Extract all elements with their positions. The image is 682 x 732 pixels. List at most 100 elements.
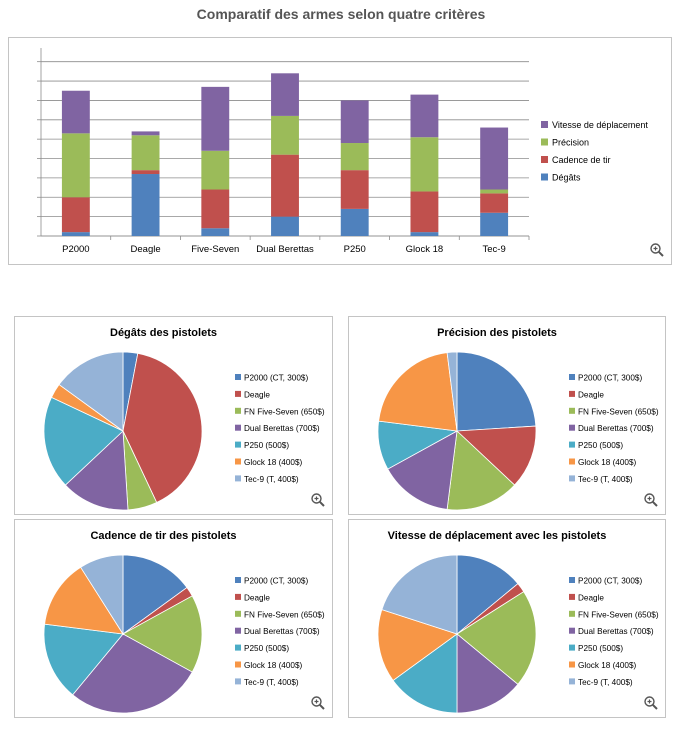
zoom-magnifier-icon[interactable]	[310, 695, 326, 711]
legend-label: P2000 (CT, 300$)	[244, 577, 308, 586]
legend-swatch	[235, 678, 241, 685]
bar-cadence-de-tir-glock-18	[410, 191, 439, 233]
bar-precision-p250	[340, 143, 369, 171]
pie-chart-panel-degats: Dégâts des pistolets P2000 (CT, 300$) Deag…	[14, 316, 333, 515]
legend-label: Deagle	[244, 593, 270, 602]
legend-swatch	[235, 441, 241, 448]
legend-label: Deagle	[244, 390, 270, 399]
legend-swatch	[235, 610, 241, 617]
legend-swatch	[569, 475, 575, 482]
pie-slice-tec-9-t-400	[58, 351, 124, 432]
legend-label: Cadence de tir	[552, 155, 611, 165]
legend-swatch	[569, 627, 575, 634]
bar-cadence-de-tir-tec-9	[480, 193, 509, 213]
legend-label: P2000 (CT, 300$)	[244, 374, 308, 383]
pie-slice-dual-berettas-700	[387, 430, 458, 510]
pie-slice-fn-five-seven-650	[122, 595, 203, 673]
legend-label: Dual Berettas (700$)	[578, 627, 654, 636]
legend-label: Vitesse de déplacement	[552, 120, 648, 130]
legend-swatch	[235, 407, 241, 414]
bar-precision-five-seven	[201, 150, 230, 190]
legend-swatch	[569, 458, 575, 465]
legend-label: FN Five-Seven (650$)	[578, 407, 659, 416]
bar-degats-tec-9	[480, 212, 509, 236]
pie-slice-glock-18-400	[44, 566, 124, 635]
legend-label: Dégâts	[552, 173, 581, 183]
legend-swatch	[235, 390, 241, 397]
legend-swatch	[235, 374, 241, 380]
x-tick-label: P250	[344, 244, 366, 255]
legend-label: Glock 18 (400$)	[578, 458, 637, 467]
pie-slice-tec-9-t-400	[446, 351, 458, 432]
zoom-magnifier-icon[interactable]	[643, 695, 659, 711]
pie-slice-deagle	[456, 425, 537, 486]
legend-swatch	[235, 475, 241, 482]
legend-label: Tec-9 (T, 400$)	[244, 475, 299, 484]
pie-slice-dual-berettas-700	[456, 633, 519, 714]
chart-title: Dégâts des pistolets	[110, 327, 217, 339]
zoom-magnifier-icon[interactable]	[643, 492, 659, 508]
legend-label: P2000 (CT, 300$)	[578, 374, 642, 383]
pie-chart-cadence: Cadence de tir des pistolets P2000 (CT, 3…	[43, 530, 325, 714]
pie-slice-p250-500	[392, 633, 458, 714]
bar-precision-tec-9	[480, 189, 509, 194]
pie-slice-dual-berettas-700	[72, 633, 193, 714]
pie-slice-p2000-ct-300	[456, 351, 537, 432]
bar-cadence-de-tir-dual-berettas	[271, 154, 299, 217]
legend-label: Dual Berettas (700$)	[578, 424, 654, 433]
bar-vitesse-de-deplacement-deagle	[131, 131, 160, 136]
legend-swatch	[235, 593, 241, 600]
legend-swatch	[235, 644, 241, 651]
pie-chart-vitesse: Vitesse de déplacement avec les pistolet…	[377, 530, 659, 714]
legend-swatch	[235, 424, 241, 431]
stacked-bar-chart: P2000 Deagle Five-Seven Dual Berettas P250 Gl…	[37, 48, 648, 255]
legend-swatch	[569, 644, 575, 651]
pie-chart-panel-vitesse: Vitesse de déplacement avec les pistolet…	[348, 519, 666, 718]
legend-label: Glock 18 (400$)	[244, 458, 303, 467]
x-tick-label: P2000	[62, 244, 89, 255]
bar-vitesse-de-deplacement-p250	[340, 100, 369, 144]
zoom-magnifier-icon[interactable]	[310, 492, 326, 508]
pie-slice-p250-500	[43, 623, 124, 696]
pie-chart-degats: Dégâts des pistolets P2000 (CT, 300$) Deag…	[43, 327, 325, 511]
bar-vitesse-de-deplacement-p2000	[61, 90, 90, 134]
pie-slice-tec-9-t-400	[381, 554, 458, 635]
pie-chart-panel-cadence: Cadence de tir des pistolets P2000 (CT, 3…	[14, 519, 333, 718]
pie-slice-dual-berettas-700	[64, 430, 129, 511]
legend-label: FN Five-Seven (650$)	[244, 610, 325, 619]
legend-swatch	[569, 678, 575, 685]
bar-cadence-de-tir-deagle	[131, 170, 160, 175]
chart-title: Vitesse de déplacement avec les pistolet…	[388, 530, 607, 542]
legend-label: P250 (500$)	[578, 644, 623, 653]
legend-label: FN Five-Seven (650$)	[578, 610, 659, 619]
legend-swatch	[235, 661, 241, 668]
pie-slice-deagle	[122, 352, 203, 504]
bar-precision-dual-berettas	[271, 115, 299, 155]
legend-swatch	[569, 593, 575, 600]
pie-slice-fn-five-seven-650	[456, 591, 537, 685]
legend-label: Précision	[552, 138, 589, 148]
pie-slice-fn-five-seven-650	[446, 430, 516, 511]
bar-degats-deagle	[131, 174, 160, 236]
stacked-bar-chart-panel: P2000 Deagle Five-Seven Dual Berettas P250 Gl…	[8, 37, 672, 265]
bar-degats-p250	[340, 208, 369, 236]
legend-swatch	[569, 374, 575, 380]
bar-cadence-de-tir-p250	[340, 170, 369, 209]
legend-swatch	[541, 121, 548, 128]
bar-precision-deagle	[131, 135, 160, 171]
legend-swatch	[541, 173, 548, 181]
pie-chart-precision: Précision des pistolets P2000 (CT, 300$) D…	[377, 327, 659, 511]
bar-cadence-de-tir-p2000	[61, 197, 90, 233]
bar-degats-glock-18	[410, 232, 439, 236]
legend-swatch	[569, 441, 575, 448]
pie-slice-tec-9-t-400	[80, 554, 124, 636]
x-tick-label: Tec-9	[483, 244, 506, 255]
x-tick-label: Deagle	[131, 244, 161, 255]
legend-label: FN Five-Seven (650$)	[244, 407, 325, 416]
legend-label: Deagle	[578, 390, 604, 399]
page-title: Comparatif des armes selon quatre critèr…	[196, 6, 486, 22]
bar-vitesse-de-deplacement-dual-berettas	[271, 73, 299, 116]
legend-label: Tec-9 (T, 400$)	[578, 678, 633, 687]
legend-label: P2000 (CT, 300$)	[578, 577, 642, 586]
zoom-magnifier-icon[interactable]	[649, 242, 665, 258]
